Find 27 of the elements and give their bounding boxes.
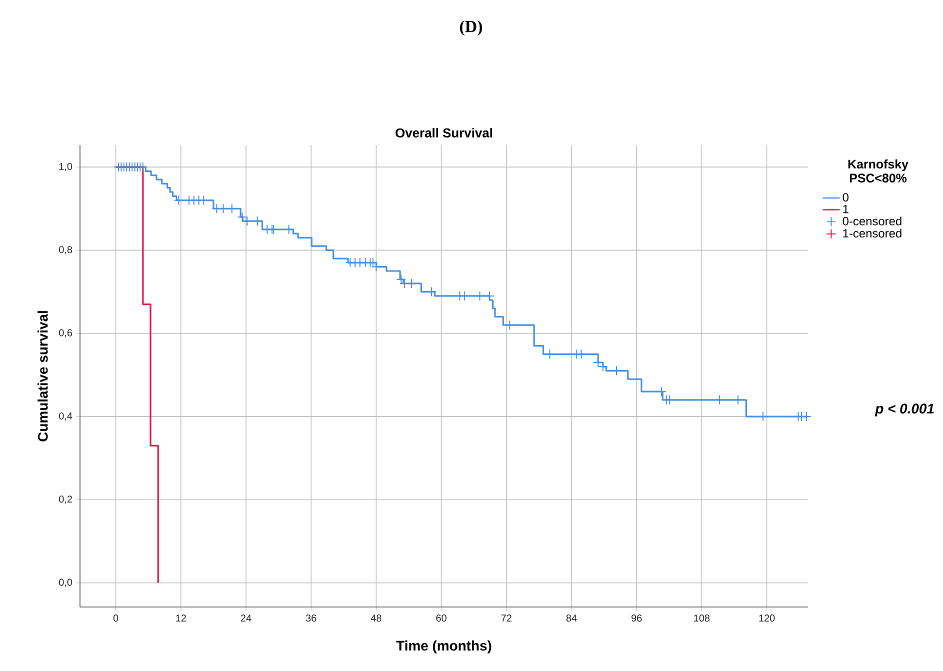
x-tick-label: 36 [306,614,316,622]
x-axis-title: Time (months) [396,640,492,654]
x-tick-label: 84 [566,614,577,622]
y-tick-label: 1,0 [59,162,72,172]
text: p < 0.001 [874,404,934,416]
x-tick-label: 24 [240,614,252,622]
x-tick-label: 120 [759,614,775,622]
x-tick-label: 72 [501,614,512,622]
x-tick-label: 96 [632,614,642,622]
x-tick-label: 48 [370,614,382,622]
x-tick-label: 0 [113,614,118,622]
y-tick-label: 0,0 [59,578,72,588]
y-tick-label: 0,2 [59,496,72,504]
x-tick-label: 60 [436,614,446,622]
chart-title: Overall Survival [396,128,492,138]
legend-label: 0 [842,193,848,202]
legend-label: 1 [843,204,848,214]
legend-title: Karnofsky PSC<80% [848,159,908,182]
legend-label: 1-censored [843,228,902,238]
x-tick-label: 108 [694,614,710,622]
y-tick-label: 0,4 [59,412,72,421]
y-tick-label: 0,6 [59,329,72,338]
text: (D) [460,20,482,36]
x-tick-label: 12 [176,614,186,622]
y-axis-title: Cumulative survival [38,311,48,442]
legend-label: 0-censored [842,216,902,226]
y-tick-label: 0,8 [59,246,72,254]
